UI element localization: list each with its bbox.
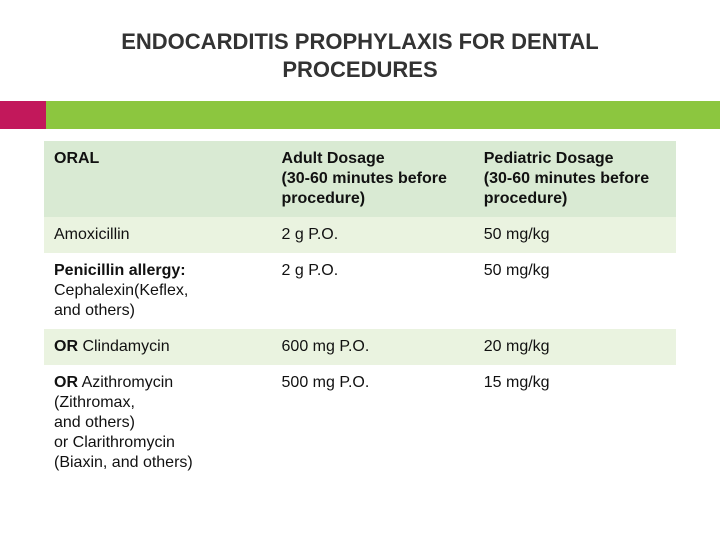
cell-adult: 2 g P.O.: [272, 217, 474, 253]
cell-drug-rest: Cephalexin(Keflex, and others): [54, 282, 188, 319]
cell-pediatric: 15 mg/kg: [474, 365, 676, 481]
slide: ENDOCARDITIS PROPHYLAXIS FOR DENTAL PROC…: [0, 0, 720, 540]
col-header-pediatric: Pediatric Dosage (30-60 minutes before p…: [474, 141, 676, 217]
cell-drug-bold: Penicillin allergy:: [54, 262, 186, 279]
table-row: Penicillin allergy: Cephalexin(Keflex, a…: [44, 253, 676, 329]
accent-bar: [0, 101, 720, 129]
cell-adult: 500 mg P.O.: [272, 365, 474, 481]
cell-adult: 2 g P.O.: [272, 253, 474, 329]
table-row: Amoxicillin 2 g P.O. 50 mg/kg: [44, 217, 676, 253]
cell-drug: OR Clindamycin: [44, 329, 272, 365]
cell-drug-rest: Amoxicillin: [54, 226, 130, 243]
table-header-row: ORAL Adult Dosage (30-60 minutes before …: [44, 141, 676, 217]
cell-pediatric: 20 mg/kg: [474, 329, 676, 365]
cell-drug-bold: OR: [54, 374, 78, 391]
accent-notch: [0, 101, 46, 129]
cell-drug-rest: Clindamycin: [78, 338, 170, 355]
dosage-table: ORAL Adult Dosage (30-60 minutes before …: [44, 141, 676, 481]
cell-drug: OR Azithromycin (Zithromax, and others) …: [44, 365, 272, 481]
cell-pediatric: 50 mg/kg: [474, 217, 676, 253]
table-row: OR Clindamycin 600 mg P.O. 20 mg/kg: [44, 329, 676, 365]
cell-adult: 600 mg P.O.: [272, 329, 474, 365]
cell-drug: Penicillin allergy: Cephalexin(Keflex, a…: [44, 253, 272, 329]
cell-pediatric: 50 mg/kg: [474, 253, 676, 329]
col-header-adult: Adult Dosage (30-60 minutes before proce…: [272, 141, 474, 217]
cell-drug-bold: OR: [54, 338, 78, 355]
table-row: OR Azithromycin (Zithromax, and others) …: [44, 365, 676, 481]
col-header-oral: ORAL: [44, 141, 272, 217]
page-title: ENDOCARDITIS PROPHYLAXIS FOR DENTAL PROC…: [0, 28, 720, 101]
table-container: ORAL Adult Dosage (30-60 minutes before …: [0, 129, 720, 481]
cell-drug: Amoxicillin: [44, 217, 272, 253]
